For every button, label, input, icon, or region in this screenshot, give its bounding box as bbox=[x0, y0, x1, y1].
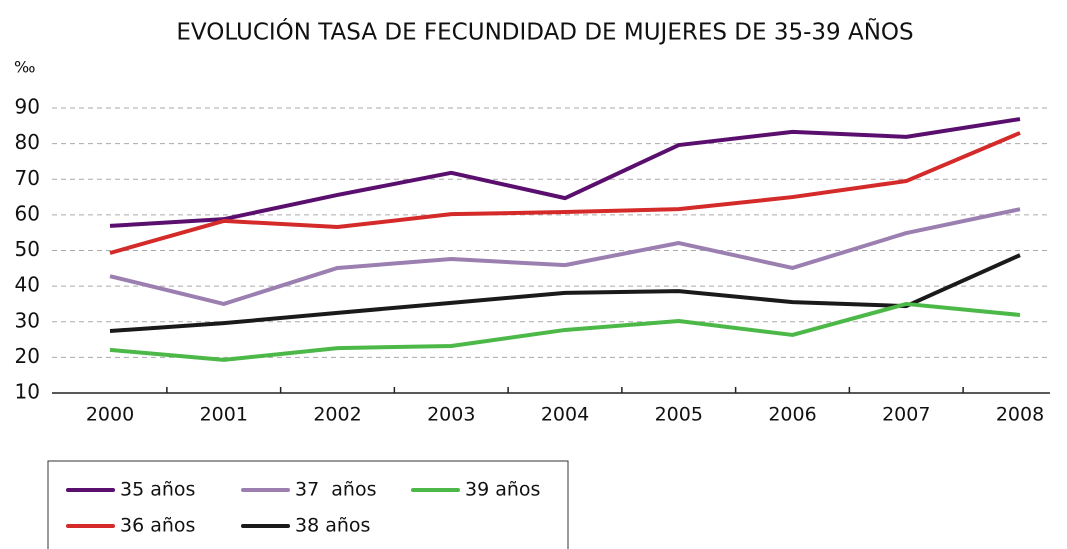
chart-title: EVOLUCIÓN TASA DE FECUNDIDAD DE MUJERES … bbox=[176, 18, 913, 46]
legend-label: 35 años bbox=[120, 479, 195, 501]
x-tick-label: 2001 bbox=[200, 404, 248, 426]
x-tick-label: 2003 bbox=[427, 404, 475, 426]
legend-label: 37 años bbox=[295, 479, 376, 501]
series-line bbox=[109, 253, 1021, 334]
y-axis-label: ‰ bbox=[14, 58, 35, 77]
y-tick-label: 40 bbox=[15, 273, 40, 297]
x-tick-label: 2000 bbox=[86, 404, 134, 426]
series-line bbox=[109, 301, 1021, 362]
series-line bbox=[109, 131, 1021, 255]
legend-label: 38 años bbox=[295, 515, 370, 537]
y-tick-label: 20 bbox=[15, 344, 40, 368]
x-tick-label: 2007 bbox=[882, 404, 930, 426]
y-tick-label: 60 bbox=[15, 201, 40, 225]
legend-label: 36 años bbox=[120, 515, 195, 537]
x-tick-label: 2004 bbox=[541, 404, 589, 426]
y-tick-label: 80 bbox=[15, 130, 40, 154]
series-line bbox=[109, 117, 1021, 228]
y-tick-label: 50 bbox=[15, 237, 40, 261]
y-tick-label: 10 bbox=[15, 380, 40, 404]
series-line bbox=[109, 207, 1021, 306]
x-tick-label: 2008 bbox=[996, 404, 1044, 426]
y-tick-label: 70 bbox=[15, 166, 40, 190]
x-tick-label: 2006 bbox=[768, 404, 816, 426]
legend-label: 39 años bbox=[465, 479, 540, 501]
legend-box bbox=[47, 460, 569, 549]
y-tick-label: 30 bbox=[15, 308, 40, 332]
y-tick-label: 90 bbox=[15, 95, 40, 119]
x-tick-label: 2002 bbox=[313, 404, 361, 426]
x-tick-label: 2005 bbox=[655, 404, 703, 426]
